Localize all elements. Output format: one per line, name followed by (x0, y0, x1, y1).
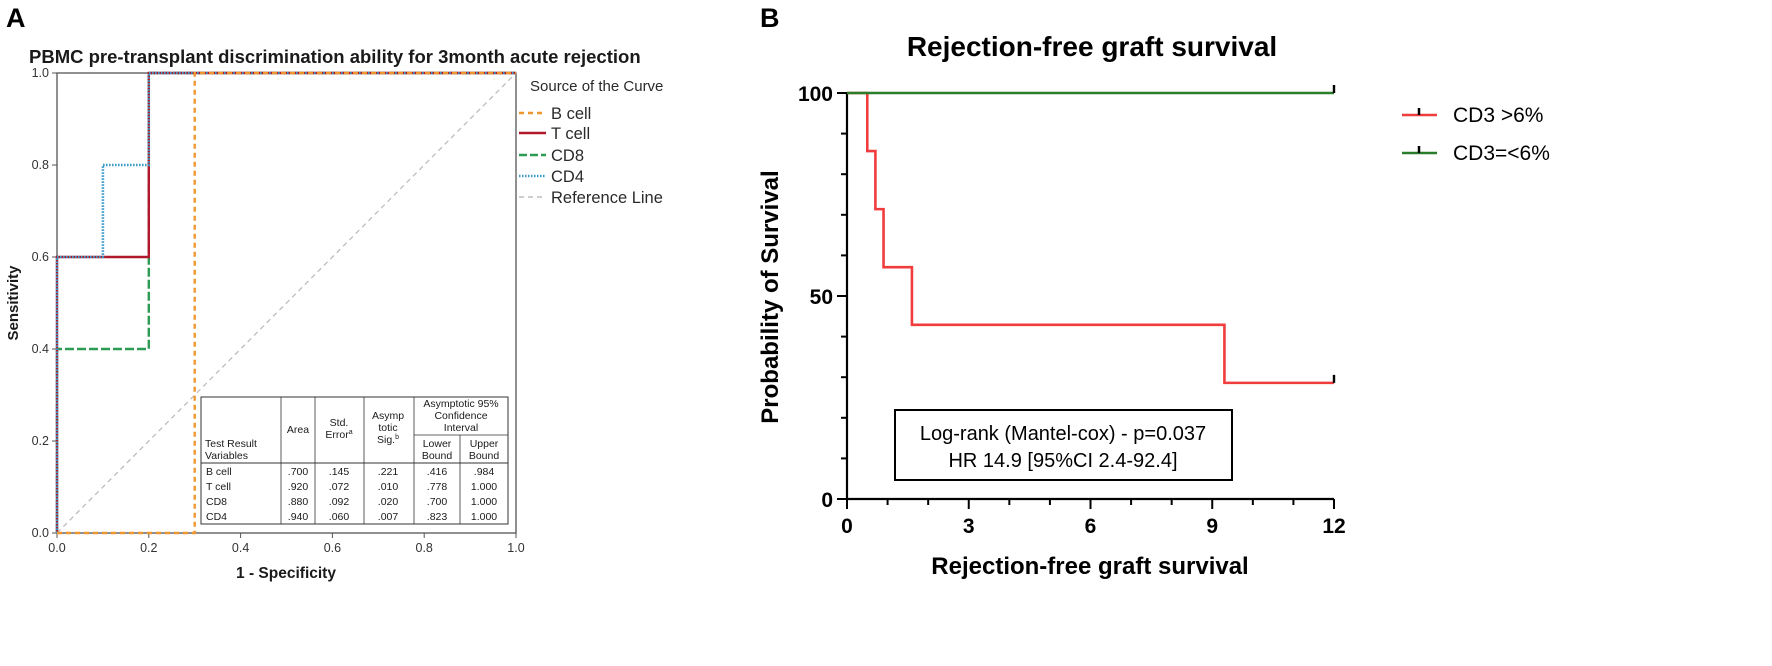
roc-y-tick-label: 1.0 (32, 66, 49, 80)
table-cell: 1.000 (471, 496, 497, 508)
table-cell: .823 (427, 511, 448, 523)
table-cell: 1.000 (471, 481, 497, 493)
table-cell: .940 (288, 511, 309, 523)
auc-header-sig-2: totic (378, 422, 397, 434)
auc-header-variables: Test Result (205, 438, 257, 450)
auc-header-lower-2: Bound (422, 450, 453, 462)
auc-table-frame (200, 396, 509, 525)
legend-label-reference-line: Reference Line (551, 189, 663, 207)
roc-legend-title: Source of the Curve (530, 78, 663, 95)
km-x-tick-label: 3 (963, 515, 975, 538)
table-cell: .010 (378, 481, 399, 493)
roc-x-tick-label: 0.8 (416, 541, 433, 555)
roc-y-tick-label: 0.2 (32, 434, 49, 448)
panel-b: B Rejection-free graft survival 0 50 100 0 3… (757, 3, 1550, 580)
km-x-tick-label: 9 (1206, 515, 1218, 538)
annotation-box (894, 409, 1233, 481)
table-cell: .700 (288, 466, 309, 478)
table-cell: .880 (288, 496, 309, 508)
table-cell: .778 (427, 481, 448, 493)
km-y-tick-label: 50 (810, 286, 833, 309)
table-cell: B cell (206, 466, 232, 478)
roc-y-tick-label: 0.8 (32, 158, 49, 172)
panel-b-letter: B (760, 3, 780, 33)
auc-header-upper: Upper (470, 438, 499, 450)
roc-x-tick-label: 0.2 (140, 541, 157, 555)
auc-header-sig-3: Sig.b (377, 434, 399, 446)
table-cell: T cell (206, 481, 231, 493)
logrank-annotation: Log-rank (Mantel-cox) - p=0.037 HR 14.9 … (894, 409, 1233, 481)
table-cell: .984 (474, 466, 495, 478)
legend-label-t-cell: T cell (551, 125, 590, 143)
annotation-line-1: Log-rank (Mantel-cox) - p=0.037 (920, 423, 1206, 445)
km-y-tick-label: 0 (821, 489, 833, 512)
table-row: T cell .920 .072 .010 .778 1.000 (206, 481, 497, 493)
km-legend: CD3 >6% CD3=<6% (1402, 104, 1550, 165)
table-cell: CD4 (206, 511, 227, 523)
auc-header-std-2: Errora (325, 429, 352, 441)
table-cell: .060 (329, 511, 350, 523)
roc-y-tick-label: 0.4 (32, 342, 49, 356)
table-cell: .145 (329, 466, 350, 478)
table-cell: .221 (378, 466, 399, 478)
table-cell: .700 (427, 496, 448, 508)
auc-header-ci: Asymptotic 95% (423, 398, 498, 410)
roc-x-tick-label: 0.4 (232, 541, 249, 555)
roc-curve-reference-line (56, 72, 517, 534)
roc-x-tick-label: 0.6 (324, 541, 341, 555)
km-x-tick-label: 6 (1085, 515, 1097, 538)
km-y-tick-label: 100 (798, 83, 833, 106)
table-row: CD8 .880 .092 .020 .700 1.000 (206, 496, 497, 508)
roc-curve-b-cell (57, 71, 516, 535)
km-x-axis-label: Rejection-free graft survival (931, 553, 1248, 580)
table-cell: CD8 (206, 496, 227, 508)
roc-curves (55, 71, 517, 535)
auc-header-upper-2: Bound (469, 450, 500, 462)
auc-header-lower: Lower (423, 438, 452, 450)
legend-label-cd3-high: CD3 >6% (1453, 104, 1543, 127)
auc-table: Test Result Variables Area Std. Errora A… (200, 396, 509, 525)
table-cell: .072 (329, 481, 350, 493)
roc-y-tick-label: 0.0 (32, 526, 49, 540)
roc-y-axis-label: Sensitivity (5, 265, 22, 341)
auc-header-ci-3: Interval (444, 422, 478, 434)
roc-x-tick-label: 0.0 (48, 541, 65, 555)
auc-header-area: Area (287, 424, 309, 436)
auc-header-ci-2: Confidence (434, 410, 487, 422)
table-cell: .416 (427, 466, 448, 478)
legend-label-cd8: CD8 (551, 147, 584, 165)
km-axes: 0 50 100 0 3 6 9 12 (798, 83, 1346, 538)
legend-label-b-cell: B cell (551, 105, 591, 123)
table-cell: .920 (288, 481, 309, 493)
table-cell: .020 (378, 496, 399, 508)
legend-label-cd4: CD4 (551, 168, 584, 186)
auc-header-sig: Asymp (372, 410, 404, 422)
roc-curve-cd4 (55, 71, 516, 533)
annotation-line-2: HR 14.9 [95%CI 2.4-92.4] (948, 450, 1177, 472)
table-cell: .007 (378, 511, 399, 523)
km-curves (847, 85, 1336, 385)
panel-a-letter: A (6, 3, 26, 33)
km-y-axis-label: Probability of Survival (757, 170, 784, 423)
table-row: B cell .700 .145 .221 .416 .984 (206, 466, 494, 478)
auc-header-std: Std. (330, 417, 349, 429)
auc-header-variables-2: Variables (205, 450, 248, 462)
table-row: CD4 .940 .060 .007 .823 1.000 (206, 511, 497, 523)
panel-a: A PBMC pre-transplant discrimination abi… (5, 3, 663, 582)
legend-label-cd3-low: CD3=<6% (1453, 142, 1550, 165)
roc-x-axis-label: 1 - Specificity (236, 565, 336, 582)
roc-legend: Source of the Curve B cell T cell CD8 CD… (519, 78, 663, 207)
roc-x-tick-label: 1.0 (507, 541, 524, 555)
panel-a-title: PBMC pre-transplant discrimination abili… (29, 46, 641, 67)
roc-axis-ticks: 0.0 0.2 0.4 0.6 0.8 1.0 0.0 0.2 0.4 0.6 0.8 1.0 (32, 66, 525, 555)
km-x-tick-label: 12 (1322, 515, 1345, 538)
km-x-tick-label: 0 (841, 515, 853, 538)
km-curve-cd3-high (847, 91, 1334, 385)
panel-b-title: Rejection-free graft survival (907, 31, 1277, 62)
roc-y-tick-label: 0.6 (32, 250, 49, 264)
table-cell: 1.000 (471, 511, 497, 523)
table-cell: .092 (329, 496, 350, 508)
